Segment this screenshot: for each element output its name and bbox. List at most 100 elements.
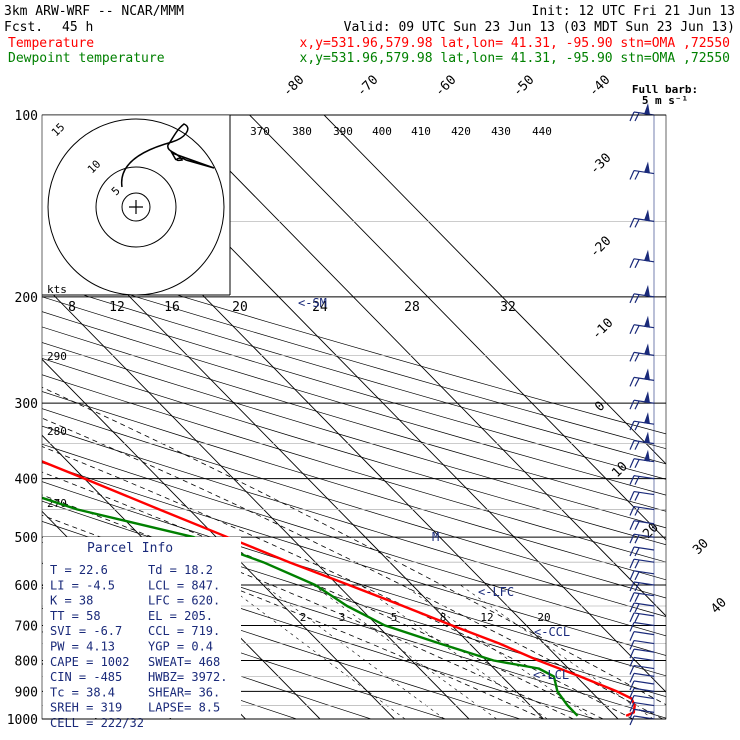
mixing-ratio-line — [460, 584, 654, 719]
theta-label: 390 — [333, 125, 353, 138]
wind-barbs — [629, 103, 655, 726]
wind-barb — [629, 475, 655, 485]
parcel-param-right: HWBZ= 3972. — [148, 670, 227, 684]
wind-barb — [629, 209, 655, 228]
theta-label: 380 — [292, 125, 312, 138]
isotherm-label: -80 — [280, 73, 307, 100]
wind-barb — [629, 694, 655, 705]
forecast-hours: 45 h — [62, 20, 93, 35]
parcel-param-right: SHEAR= 36. — [148, 685, 220, 699]
isotherm-label: -30 — [587, 151, 614, 178]
parcel-param-left: PW = 4.13 — [50, 640, 115, 654]
wind-barb — [629, 664, 655, 675]
wind-barb — [629, 546, 655, 557]
theta-label: 400 — [372, 125, 392, 138]
mixing-ratio-label: 3 — [339, 611, 346, 624]
plot-frame — [41, 114, 667, 720]
temperature-legend-label: Temperature — [8, 36, 94, 51]
mixing-ratio-line — [403, 584, 594, 719]
dewpoint-profile-line — [42, 496, 579, 717]
wind-barb — [629, 708, 655, 719]
speed-labels: 8 12 16 20 24 28 32 <-SM — [68, 296, 516, 315]
init-time: Init: 12 UTC Fri 21 Jun 13 — [532, 4, 736, 19]
isotherm-label: -60 — [432, 73, 459, 100]
temperature-profile-line — [42, 460, 636, 717]
wind-barb — [629, 656, 655, 667]
wind-barb — [629, 558, 655, 569]
theta-label: 370 — [250, 125, 270, 138]
wind-barb — [629, 533, 655, 544]
parcel-param-left: CAPE = 1002 — [50, 655, 129, 669]
parcel-param-right: Td = 18.2 — [148, 563, 213, 577]
speed-label: 24 — [312, 300, 328, 315]
parcel-param-left: TT = 58 — [50, 609, 101, 623]
forecast-label: Fcst. — [4, 20, 43, 35]
wind-barb — [629, 680, 655, 691]
valid-time: Valid: 09 UTC Sun 23 Jun 13 (03 MDT Sun … — [344, 20, 735, 35]
parcel-param-left: Tc = 38.4 — [50, 685, 115, 699]
speed-label: 32 — [500, 300, 516, 315]
isotherm-line — [42, 358, 395, 719]
parcel-param-left: K = 38 — [50, 594, 93, 608]
parcel-param-left: CELL = 222/32 — [50, 716, 144, 730]
wind-barb — [629, 249, 655, 269]
parcel-param-left: LI = -4.5 — [50, 578, 115, 592]
wind-barb — [629, 343, 655, 362]
isotherm-label: -20 — [587, 234, 614, 261]
wind-barb — [629, 631, 655, 641]
wind-barb — [629, 639, 655, 650]
lcl-marker: <-LCL — [533, 668, 569, 682]
pressure-label: 800 — [15, 654, 38, 669]
model-title: 3km ARW-WRF -- NCAR/MMM — [4, 4, 184, 19]
pressure-label: 900 — [15, 685, 38, 700]
ccl-marker: <-CCL — [534, 625, 570, 639]
theta-label: 290 — [47, 350, 67, 363]
pressure-label: 600 — [15, 579, 38, 594]
mixing-ratio-label: 8 — [440, 611, 447, 624]
mixing-ratio-line — [226, 584, 406, 719]
parcel-param-right: SWEAT= 468 — [148, 655, 220, 669]
temperature-location-info: x,y=531.96,579.98 lat,lon= 41.31, -95.90… — [300, 36, 730, 51]
isotherm-label: -40 — [586, 73, 613, 100]
wind-barb — [629, 701, 655, 712]
parcel-param-left: SVI = -6.7 — [50, 624, 122, 638]
wind-barb — [629, 103, 655, 122]
wind-barb — [629, 672, 655, 683]
hodograph: 15 10 5 kts — [42, 115, 231, 296]
pressure-label: 700 — [15, 619, 38, 634]
dewpoint-legend-label: Dewpoint temperature — [8, 51, 165, 66]
theta-label: 440 — [532, 125, 552, 138]
wind-barb — [629, 412, 655, 431]
parcel-info-panel: Parcel Info T = 22.6 Td = 18.2 LI = -4.5 LC… — [43, 537, 241, 730]
pressure-label: 400 — [15, 473, 38, 488]
wind-barb — [629, 431, 655, 450]
theta-label: 420 — [451, 125, 471, 138]
speed-label: 12 — [109, 300, 125, 315]
mixing-ratio-line — [263, 584, 445, 719]
wind-barb — [629, 391, 655, 410]
theta-label: 430 — [491, 125, 511, 138]
speed-label: 16 — [164, 300, 180, 315]
mixing-ratio-label: 2 — [300, 611, 307, 624]
parcel-param-left: SREH = 319 — [50, 701, 122, 715]
parcel-info-title: Parcel Info — [87, 541, 173, 556]
theta-label: 280 — [47, 425, 67, 438]
barb-legend-title: Full barb: — [632, 83, 698, 96]
dewpoint-location-info: x,y=531.96,579.98 lat,lon= 41.31, -95.90… — [300, 51, 730, 66]
moist-adiabat-line — [42, 446, 634, 719]
pressure-label: 200 — [15, 291, 38, 306]
wind-barb — [629, 648, 655, 659]
lfc-marker: <-LFC — [478, 585, 514, 599]
wind-barb — [629, 687, 655, 698]
hodograph-trace — [121, 123, 215, 188]
wind-barb — [629, 505, 655, 516]
parcel-param-right: LFC = 620. — [148, 594, 220, 608]
parcel-param-right: LCL = 847. — [148, 578, 220, 592]
wind-barb — [629, 570, 655, 581]
storm-motion-marker: <-SM — [298, 296, 327, 310]
parcel-param-right: LAPSE= 8.5 — [148, 701, 220, 715]
isotherm-line — [323, 115, 666, 465]
isotherm-label: 0 — [592, 399, 608, 415]
parcel-param-right: YGP = 0.4 — [148, 640, 213, 654]
